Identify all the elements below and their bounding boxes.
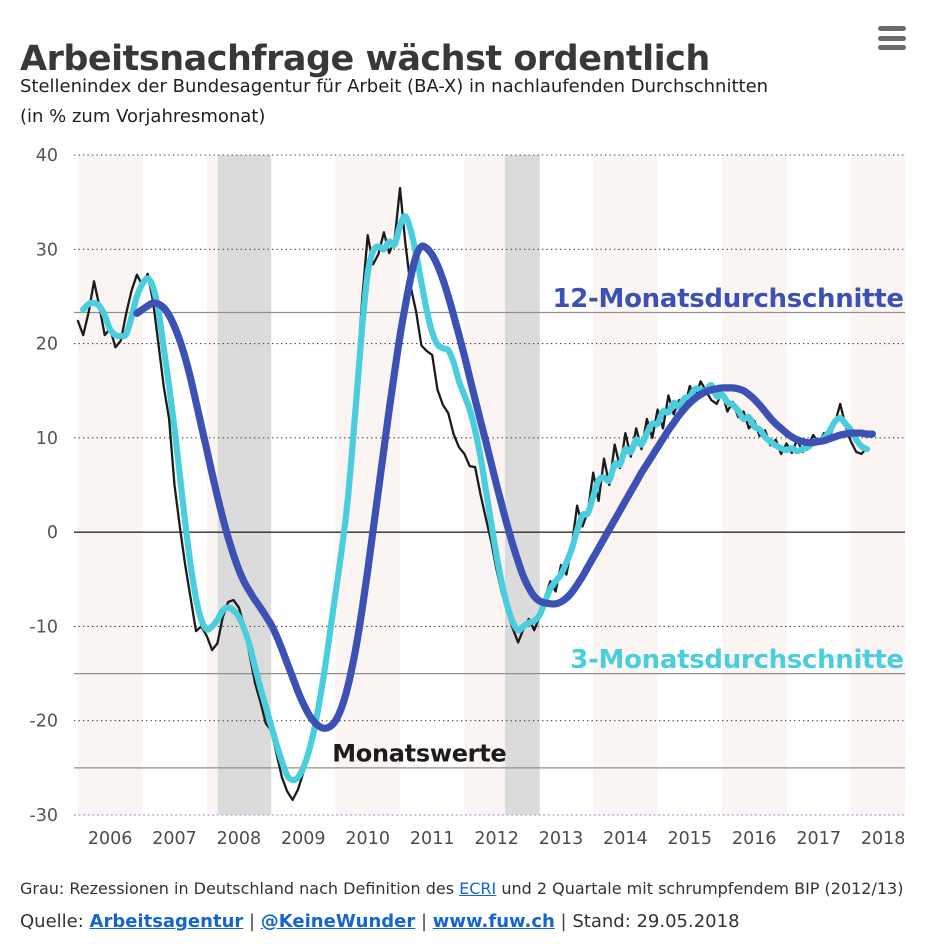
y-tick-label: -10 [29,617,58,637]
source-link-keinewunder[interactable]: @KeineWunder [260,911,416,932]
x-tick-label: 2012 [474,829,519,849]
subtitle-line-2: (in % zum Vorjahresmonat) [20,106,266,127]
y-tick-label: -20 [29,712,58,732]
menu-button[interactable] [878,26,906,50]
y-tick-label: 30 [36,240,58,260]
chart-subtitle: Stellenindex der Bundesagentur für Arbei… [20,72,880,132]
series-3-monatsdurchschnitte [80,213,871,784]
y-tick-label: 40 [36,146,58,166]
x-tick-label: 2009 [281,829,326,849]
year-band [850,155,905,815]
x-tick-label: 2013 [539,829,584,849]
source-link-fuw[interactable]: www.fuw.ch [432,911,555,932]
footnote-suffix: und 2 Quartale mit schrumpfendem BIP (20… [496,879,904,898]
page-title: Arbeitsnachfrage wächst ordentlich [20,39,710,80]
separator: | [415,911,433,932]
series-label: 3-Monatsdurchschnitte [570,645,903,675]
footnote: Grau: Rezessionen in Deutschland nach De… [20,879,903,898]
ecri-link[interactable]: ECRI [459,879,497,898]
source-line: Quelle: Arbeitsagentur | @KeineWunder | … [20,911,740,932]
hamburger-icon [878,45,906,50]
year-band [77,155,143,815]
source-label: Quelle: [20,911,90,932]
y-tick-label: 20 [36,335,58,355]
y-tick-label: 10 [36,429,58,449]
x-tick-label: 2017 [796,829,841,849]
stand-label: Stand: 29.05.2018 [572,911,740,932]
x-tick-label: 2014 [603,829,648,849]
x-tick-label: 2015 [668,829,713,849]
series-12-monatsdurchschnitte [133,242,876,732]
year-band [722,155,787,815]
source-link-arbeitsagentur[interactable]: Arbeitsagentur [89,911,244,932]
x-tick-label: 2006 [88,829,133,849]
footnote-prefix: Grau: Rezessionen in Deutschland nach De… [20,879,460,898]
separator: | [243,911,261,932]
recession-band [505,155,540,815]
x-tick-label: 2016 [732,829,777,849]
x-tick-label: 2010 [345,829,390,849]
hamburger-icon [878,26,906,31]
separator: | [554,911,573,932]
y-tick-label: 0 [47,523,58,543]
year-band [593,155,658,815]
x-tick-label: 2011 [410,829,455,849]
series-label: 12-Monatsdurchschnitte [552,284,903,314]
year-band [335,155,400,815]
y-tick-label: -30 [29,806,58,826]
subtitle-line-1: Stellenindex der Bundesagentur für Arbei… [20,76,769,97]
series-label: Monatswerte [332,739,506,767]
x-tick-label: 2018 [861,829,906,849]
x-tick-label: 2007 [152,829,197,849]
x-tick-label: 2008 [217,829,262,849]
hamburger-icon [878,35,906,41]
